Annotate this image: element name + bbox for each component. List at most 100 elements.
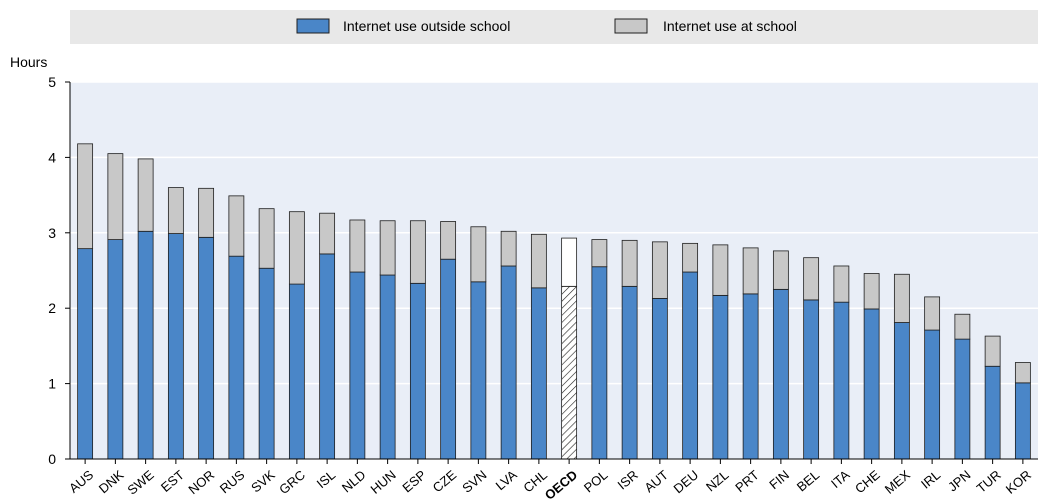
bar-at-school-isr — [621, 239, 638, 287]
bar-outside-school-isr — [621, 285, 638, 460]
bar-at-school-svn — [470, 226, 487, 283]
bar-outside-school-kor — [1014, 382, 1031, 460]
bar-outside-school-nzl — [712, 294, 729, 460]
y-tick-label: 0 — [48, 451, 56, 467]
bar-at-school-che — [863, 273, 880, 310]
x-tick-label-nld: NLD — [339, 467, 369, 495]
bar-at-school-lva — [500, 230, 517, 267]
legend-label-outside-school: Internet use outside school — [343, 18, 510, 34]
x-tick-label-aut: AUT — [641, 467, 671, 495]
bar-at-school-mex — [893, 273, 910, 323]
legend: Internet use outside school Internet use… — [70, 10, 1038, 44]
bar-outside-school-bel — [803, 299, 820, 460]
bar-at-school-aut — [651, 241, 668, 299]
legend-swatch-outside-school — [296, 18, 330, 34]
bar-at-school-pol — [591, 239, 608, 268]
bar-outside-school-esp — [409, 282, 426, 460]
x-tick-label-mex: MEX — [882, 467, 913, 497]
bar-at-school-nor — [198, 187, 215, 238]
x-tick-label-bel: BEL — [794, 467, 822, 494]
bar-at-school-svk — [258, 208, 275, 269]
x-tick-label-aus: AUS — [66, 467, 96, 496]
y-tick-label: 2 — [48, 300, 56, 316]
bar-at-school-fin — [772, 250, 789, 290]
x-tick-label-oecd: OECD — [542, 467, 580, 503]
y-tick-label: 5 — [48, 74, 56, 90]
bar-outside-school-deu — [682, 271, 699, 460]
bar-at-school-ita — [833, 265, 850, 303]
bar-outside-school-cze — [440, 258, 457, 460]
bar-outside-school-dnk — [107, 239, 124, 460]
bar-outside-school-svk — [258, 267, 275, 460]
axes — [65, 81, 1038, 464]
bar-at-school-est — [167, 187, 184, 234]
x-tick-label-prt: PRT — [732, 467, 761, 495]
x-tick-label-svn: SVN — [459, 467, 489, 496]
x-tick-label-est: EST — [158, 467, 187, 495]
x-tick-label-che: CHE — [852, 467, 883, 496]
bar-outside-school-rus — [228, 255, 245, 460]
bar-outside-school-lva — [500, 265, 517, 460]
x-tick-label-pol: POL — [581, 467, 611, 495]
bar-outside-school-nld — [349, 271, 366, 460]
x-tick-label-fin: FIN — [766, 467, 792, 492]
bar-at-school-cze — [440, 221, 457, 260]
bar-at-school-nzl — [712, 244, 729, 296]
x-tick-label-nzl: NZL — [703, 467, 731, 494]
x-tick-label-grc: GRC — [276, 467, 308, 497]
bar-outside-school-ita — [833, 301, 850, 460]
x-tick-label-isr: ISR — [614, 467, 640, 492]
bar-outside-school-grc — [288, 283, 305, 460]
bar-outside-school-mex — [893, 322, 910, 460]
x-tick-label-kor: KOR — [1003, 467, 1034, 497]
y-tick-labels: 0 1 2 3 4 5 — [48, 74, 56, 467]
bar-at-school-esp — [409, 220, 426, 284]
bar-outside-school-isl — [319, 253, 336, 460]
x-tick-label-tur: TUR — [974, 467, 1004, 496]
x-tick-label-dnk: DNK — [96, 467, 127, 496]
bar-outside-school-aut — [651, 297, 668, 460]
y-axis-title: Hours — [10, 54, 47, 70]
bar-outside-school-nor — [198, 236, 215, 460]
bar-at-school-nld — [349, 219, 366, 273]
bar-outside-school-che — [863, 308, 880, 460]
x-tick-label-hun: HUN — [367, 467, 398, 497]
bar-at-school-grc — [288, 211, 305, 285]
bar-outside-school-hun — [379, 274, 396, 460]
bar-outside-school-oecd — [561, 285, 578, 460]
bar-outside-school-tur — [984, 365, 1001, 460]
bars — [77, 143, 1031, 460]
x-tick-label-esp: ESP — [399, 467, 429, 495]
y-tick-label: 4 — [48, 149, 56, 165]
x-tick-label-ita: ITA — [828, 467, 853, 491]
bar-outside-school-irl — [924, 329, 941, 460]
x-tick-label-cze: CZE — [430, 467, 460, 495]
bar-outside-school-jpn — [954, 338, 971, 460]
legend-swatch-at-school — [614, 18, 648, 34]
bar-at-school-chl — [530, 233, 547, 289]
bar-outside-school-swe — [137, 230, 154, 460]
y-tick-label: 3 — [48, 225, 56, 241]
bar-at-school-aus — [77, 143, 94, 250]
bar-outside-school-svn — [470, 281, 487, 460]
bar-at-school-hun — [379, 220, 396, 276]
bar-at-school-bel — [803, 257, 820, 301]
bar-outside-school-fin — [772, 288, 789, 460]
bar-outside-school-chl — [530, 287, 547, 460]
bar-at-school-irl — [924, 296, 941, 331]
bar-outside-school-pol — [591, 266, 608, 460]
bar-at-school-swe — [137, 158, 154, 232]
bar-at-school-jpn — [954, 313, 971, 340]
bar-at-school-isl — [319, 212, 336, 255]
x-tick-label-jpn: JPN — [945, 467, 973, 494]
bar-at-school-rus — [228, 195, 245, 257]
x-tick-label-irl: IRL — [918, 467, 943, 491]
x-tick-label-isl: ISL — [314, 467, 339, 491]
bar-at-school-deu — [682, 242, 699, 273]
x-tick-label-lva: LVA — [493, 467, 520, 493]
bar-at-school-dnk — [107, 153, 124, 240]
bar-outside-school-est — [167, 233, 184, 460]
bar-at-school-kor — [1014, 362, 1031, 384]
